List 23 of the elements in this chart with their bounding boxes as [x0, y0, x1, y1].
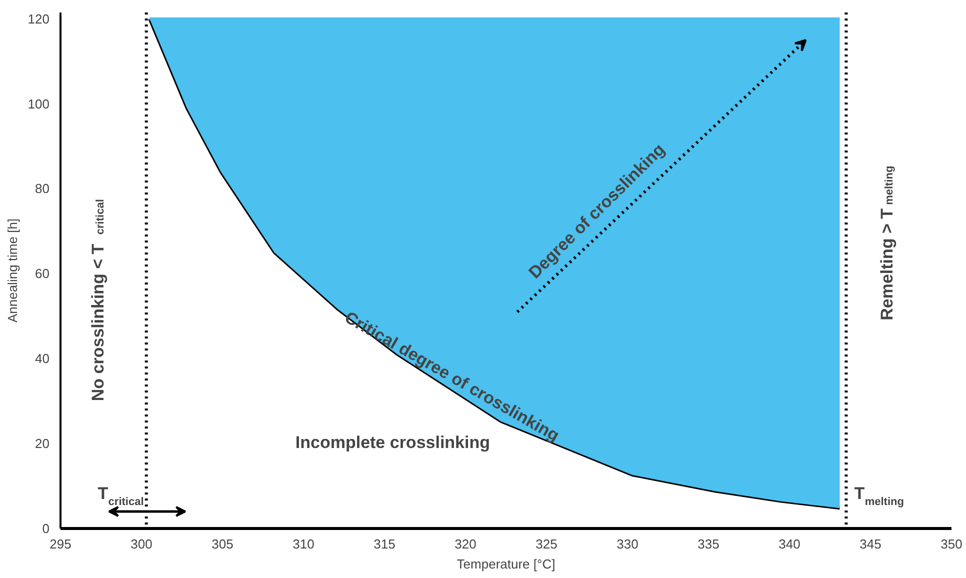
x-tick-label: 340 — [778, 536, 800, 552]
y-tick-label: 20 — [35, 436, 50, 452]
x-tick-label: 315 — [374, 536, 396, 552]
x-tick-label: 310 — [292, 536, 314, 552]
x-tick-label: 305 — [212, 536, 234, 552]
x-tick-label: 335 — [698, 536, 720, 552]
y-tick-label: 60 — [35, 266, 50, 282]
y-tick-label: 100 — [28, 96, 50, 112]
y-tick-label: 120 — [28, 11, 50, 26]
x-tick-label: 300 — [130, 536, 152, 552]
y-tick-label: 0 — [42, 521, 50, 536]
y-axis-title: Annealing time [h] — [4, 218, 20, 323]
x-tick-label: 320 — [454, 536, 476, 552]
annotation: Remelting > Tmelting — [877, 166, 896, 320]
x-tick-label: 330 — [616, 536, 638, 552]
x-tick-label: 295 — [50, 536, 72, 552]
x-tick-label: 350 — [940, 536, 962, 552]
y-tick-label: 80 — [35, 181, 50, 196]
annotation: No crosslinking < Tcritical — [88, 199, 108, 402]
x-tick-label: 345 — [860, 536, 882, 552]
y-tick-label: 40 — [35, 351, 50, 366]
x-axis-title: Temperature [°C] — [456, 556, 556, 572]
x-tick-label: 325 — [536, 536, 558, 552]
